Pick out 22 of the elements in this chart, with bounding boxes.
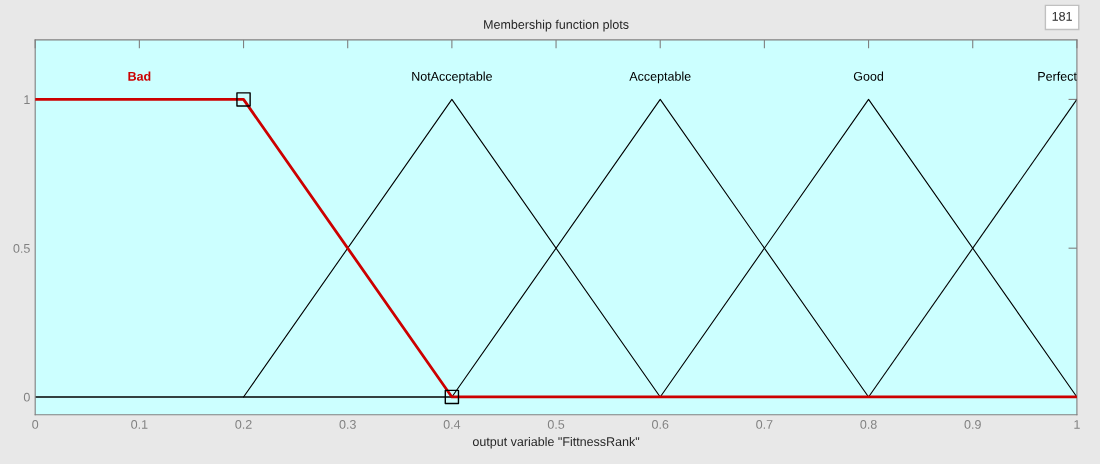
series-label: Acceptable xyxy=(629,71,691,84)
x-tick-label: 0.4 xyxy=(443,420,461,429)
x-tick-label: 1 xyxy=(1074,420,1080,429)
x-tick-label: 0.5 xyxy=(547,420,565,429)
x-tick-label: 0 xyxy=(32,420,39,429)
series-label: NotAcceptable xyxy=(412,71,492,84)
x-tick-label: 0.3 xyxy=(339,420,356,429)
x-tick-label: 0.1 xyxy=(131,420,148,429)
text: 181 xyxy=(1052,11,1072,21)
x-tick-label: 0.7 xyxy=(756,420,773,429)
x-axis-title: output variable "FittnessRank" xyxy=(472,436,640,449)
y-tick-label: 0 xyxy=(23,392,30,402)
chart-title: Membership function plots xyxy=(484,19,629,32)
x-tick-label: 0.6 xyxy=(652,420,669,429)
y-tick-label: 0.5 xyxy=(13,243,30,253)
x-tick-label: 0.8 xyxy=(860,420,877,429)
x-tick-label: 0.9 xyxy=(964,420,981,429)
series-label: Perfect xyxy=(1038,71,1077,81)
series-label: Good xyxy=(853,71,884,81)
x-tick-label: 0.2 xyxy=(235,420,252,429)
y-tick-label: 1 xyxy=(24,95,30,104)
series-label: Bad xyxy=(128,71,151,81)
